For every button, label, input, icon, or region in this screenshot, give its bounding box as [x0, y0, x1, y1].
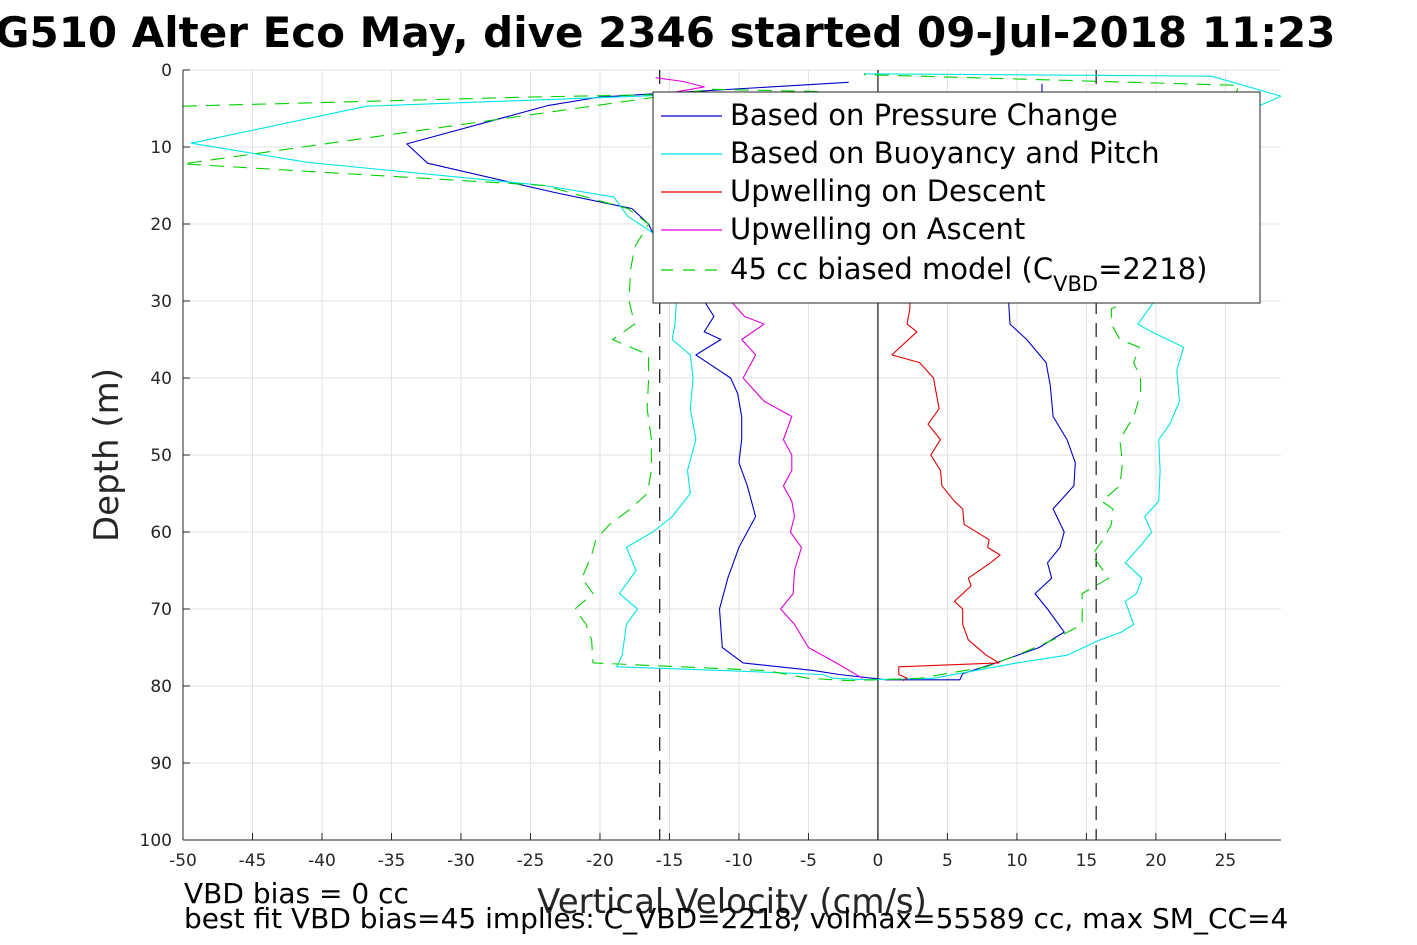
x-tick-label: -40 — [308, 851, 336, 871]
footer-bias-note: VBD bias = 0 cc — [184, 877, 409, 910]
series-line-1 — [190, 73, 1281, 681]
legend-label-ascent: Upwelling on Ascent — [730, 212, 1025, 246]
y-tick-label: 0 — [161, 61, 172, 81]
x-tick-label: -20 — [586, 851, 614, 871]
x-tick-label: -45 — [239, 851, 267, 871]
y-tick-label: 100 — [140, 831, 172, 851]
y-tick-label: 50 — [150, 446, 172, 466]
y-tick-label: 80 — [150, 677, 172, 697]
x-tick-label: -35 — [378, 851, 406, 871]
legend-label-descent: Upwelling on Descent — [730, 174, 1046, 208]
y-tick-labels: 0 10 20 30 40 50 60 70 80 90 100 — [140, 61, 172, 851]
x-tick-label: 10 — [1006, 851, 1028, 871]
x-tick-label: -30 — [447, 851, 475, 871]
y-axis-label: Depth (m) — [87, 368, 127, 542]
series-line-2 — [891, 301, 1001, 682]
x-tick-label: -15 — [656, 851, 684, 871]
y-tick-label: 10 — [150, 138, 172, 158]
x-tick-label: 15 — [1076, 851, 1098, 871]
chart-title: G510 Alter Eco May, dive 2346 started 09… — [0, 8, 1335, 57]
x-tick-label: -50 — [169, 851, 197, 871]
legend-label-buoyancy: Based on Buoyancy and Pitch — [730, 136, 1160, 170]
y-tick-label: 20 — [150, 215, 172, 235]
x-axis-label: Vertical Velocity (cm/s) — [537, 882, 927, 922]
x-tick-label: -5 — [800, 851, 817, 871]
x-tick-label: -10 — [725, 851, 753, 871]
y-tick-label: 90 — [150, 754, 172, 774]
x-tick-label: 20 — [1145, 851, 1167, 871]
y-tick-label: 40 — [150, 369, 172, 389]
legend-label-pressure: Based on Pressure Change — [730, 98, 1118, 132]
x-tick-label: -25 — [517, 851, 545, 871]
legend: Based on Pressure Change Based on Buoyan… — [652, 91, 1261, 304]
legend-box — [652, 91, 1261, 304]
footer-fit-note: best fit VBD bias=45 implies: C_VBD=2218… — [184, 902, 1288, 935]
x-tick-label: 0 — [873, 851, 884, 871]
x-tick-label: 25 — [1215, 851, 1237, 871]
y-tick-label: 30 — [150, 292, 172, 312]
x-tick-label: 5 — [942, 851, 953, 871]
y-tick-label: 70 — [150, 600, 172, 620]
series-line-4 — [183, 74, 1240, 682]
y-tick-label: 60 — [150, 523, 172, 543]
x-tick-labels: -50 -45 -40 -35 -30 -25 -20 -15 -10 -5 0 5 10 15 20 25 — [169, 851, 1236, 871]
